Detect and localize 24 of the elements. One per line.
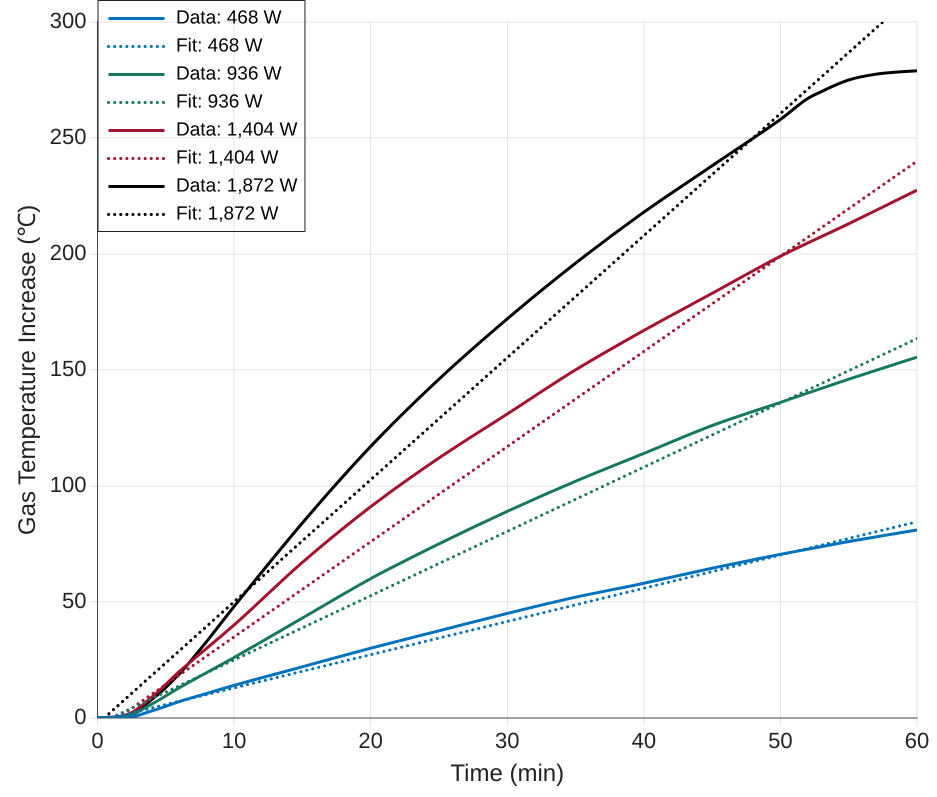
y-tick-label: 0	[74, 704, 87, 729]
legend-label: Fit: 1,872 W	[176, 204, 278, 225]
legend-label: Data: 1,404 W	[176, 120, 298, 141]
legend-label: Data: 1,872 W	[176, 176, 298, 197]
y-tick-label: 200	[50, 240, 87, 265]
y-tick-label: 250	[50, 124, 87, 150]
x-tick-label: 40	[632, 728, 656, 754]
x-axis-title: Time (min)	[450, 760, 564, 788]
y-tick-label: 50	[62, 588, 87, 613]
y-tick-label: 100	[50, 472, 87, 497]
legend-label: Data: 936 W	[176, 64, 282, 85]
x-tick-label: 0	[91, 728, 104, 754]
x-tick-label: 20	[358, 728, 383, 754]
legend-label: Data: 468 W	[176, 8, 282, 29]
y-tick-label: 300	[50, 8, 87, 34]
legend-label: Fit: 936 W	[176, 92, 263, 113]
x-tick-label: 50	[768, 728, 793, 754]
legend-label: Fit: 468 W	[176, 36, 263, 57]
x-tick-label: 10	[222, 728, 246, 754]
y-axis-title: Gas Temperature Increase (℃)	[14, 204, 42, 536]
x-tick-label: 30	[495, 728, 520, 754]
x-tick-label: 60	[904, 728, 930, 754]
legend-label: Fit: 1,404 W	[176, 148, 278, 169]
y-tick-label: 150	[50, 356, 87, 381]
